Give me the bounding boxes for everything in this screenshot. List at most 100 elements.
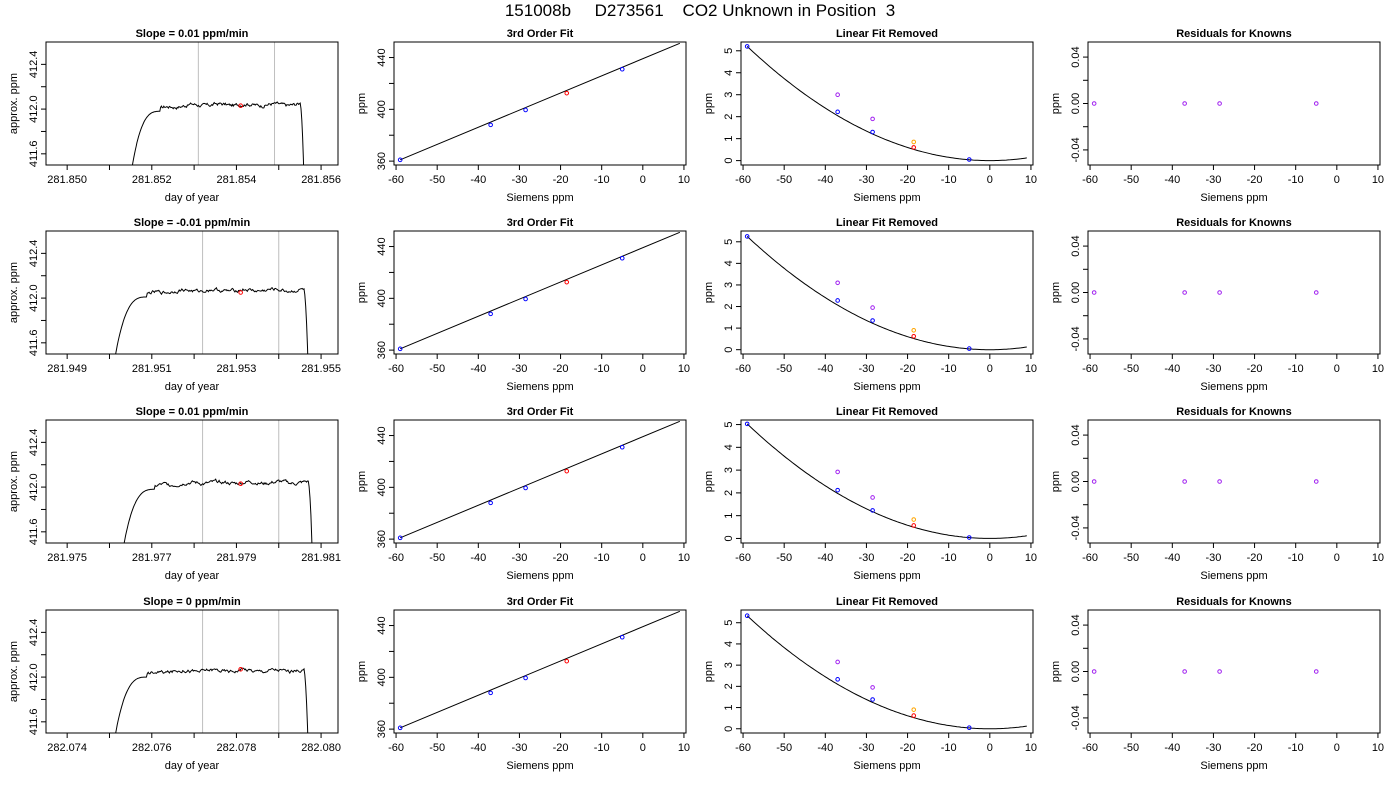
known-point xyxy=(966,535,972,540)
plot-frame xyxy=(1087,609,1381,734)
fit-line xyxy=(399,231,681,350)
known-point xyxy=(619,66,625,72)
plot-frame xyxy=(45,609,339,734)
known-point xyxy=(397,725,403,731)
known-point xyxy=(397,346,403,352)
y-axis-label: ppm xyxy=(703,282,715,303)
x-tick-label: 0 xyxy=(640,742,646,754)
y-axis-label: ppm xyxy=(703,471,715,492)
y-tick-label: 412.0 xyxy=(28,95,40,123)
y-tick-label: 5 xyxy=(723,239,735,245)
residual-point xyxy=(1091,101,1097,106)
x-tick-label: -10 xyxy=(941,552,957,564)
unknown-point xyxy=(564,90,570,96)
y-tick-label: 3 xyxy=(723,662,735,668)
x-tick-label: -60 xyxy=(388,742,404,754)
y-tick-label: 0 xyxy=(723,347,735,353)
y-tick-label: 412.0 xyxy=(28,473,40,501)
plot-area xyxy=(397,610,681,731)
x-tick-label: 10 xyxy=(1372,174,1384,186)
x-tick-label: 10 xyxy=(1372,742,1384,754)
x-tick-label: 281.981 xyxy=(301,552,341,564)
y-axis-label: approx. ppm xyxy=(8,451,20,512)
plot-area xyxy=(1091,290,1319,295)
y-axis-label: approx. ppm xyxy=(8,73,20,134)
residual-point xyxy=(1091,669,1097,674)
y-tick-label: 0.04 xyxy=(1070,235,1082,256)
unknown-point xyxy=(564,658,570,664)
known-point xyxy=(966,157,972,162)
x-tick-label: 0 xyxy=(987,363,993,375)
x-tick-label: 0 xyxy=(987,174,993,186)
x-tick-label: -50 xyxy=(1123,174,1139,186)
x-axis-label: Siemens ppm xyxy=(853,381,920,393)
chart-title: Linear Fit Removed xyxy=(836,596,938,608)
x-axis-label: Siemens ppm xyxy=(506,760,573,772)
linear-point xyxy=(870,116,875,122)
x-tick-label: 282.074 xyxy=(47,742,87,754)
x-tick-label: 10 xyxy=(678,363,690,375)
known-point xyxy=(870,508,875,513)
plot-area xyxy=(131,42,305,165)
known-point xyxy=(523,107,528,113)
plot-frame xyxy=(740,230,1034,355)
x-tick-label: -40 xyxy=(1164,742,1180,754)
x-tick-label: -10 xyxy=(1288,552,1304,564)
y-tick-label: 2 xyxy=(723,683,735,689)
chart-panel-3-2: 3rd Order Fit -60 -50 -40 -30 -20 -10 0 10 360 400… xyxy=(356,406,690,582)
chart-title: Slope = 0 ppm/min xyxy=(143,596,241,608)
unknown-point xyxy=(911,713,917,718)
x-tick-label: -30 xyxy=(858,552,874,564)
plot-area xyxy=(744,613,1027,730)
residual-point xyxy=(1313,101,1319,106)
x-tick-label: -20 xyxy=(900,363,916,375)
figure-title: 151008b D273561 CO2 Unknown in Position … xyxy=(504,1,896,20)
plot-area xyxy=(115,610,309,733)
plot-area xyxy=(744,234,1027,351)
plot-frame xyxy=(393,419,687,544)
chart-panel-4-2: 3rd Order Fit -60 -50 -40 -30 -20 -10 0 10 360 400… xyxy=(356,596,690,772)
x-tick-label: -40 xyxy=(470,552,486,564)
x-tick-label: 0 xyxy=(640,174,646,186)
x-tick-label: -60 xyxy=(1082,742,1098,754)
y-axis-label: ppm xyxy=(703,93,715,114)
x-tick-label: -40 xyxy=(1164,363,1180,375)
x-tick-label: 0 xyxy=(1334,174,1340,186)
x-tick-label: 10 xyxy=(1025,552,1037,564)
mean-point xyxy=(238,666,243,672)
x-tick-label: 10 xyxy=(1025,363,1037,375)
x-tick-label: -40 xyxy=(1164,174,1180,186)
y-axis-label: ppm xyxy=(1050,471,1062,492)
y-tick-label: 360 xyxy=(376,720,388,738)
plot-frame xyxy=(393,230,687,355)
known-point xyxy=(966,725,972,730)
x-tick-label: -30 xyxy=(858,174,874,186)
raw-trace-line xyxy=(115,667,309,733)
x-tick-label: -10 xyxy=(594,174,610,186)
x-tick-label: -40 xyxy=(470,174,486,186)
x-tick-label: 281.949 xyxy=(47,363,87,375)
y-tick-label: 412.0 xyxy=(28,663,40,691)
known-point xyxy=(619,634,625,640)
linear-point xyxy=(870,305,875,310)
residual-point xyxy=(1217,479,1222,484)
chart-panel-2-4: Residuals for Knowns -60 -50 -40 -30 -20 -10 0 1… xyxy=(1050,217,1384,393)
fit-curve xyxy=(746,423,1027,539)
known-point xyxy=(488,500,493,506)
y-tick-label: -0.04 xyxy=(1070,705,1082,730)
plot-frame xyxy=(740,419,1034,544)
x-tick-label: -20 xyxy=(900,742,916,754)
x-tick-label: 281.975 xyxy=(47,552,87,564)
known-point xyxy=(835,677,840,682)
x-axis-label: Siemens ppm xyxy=(853,192,920,204)
residual-point xyxy=(1217,290,1222,295)
y-tick-label: 1 xyxy=(723,136,735,142)
x-tick-label: -10 xyxy=(1288,363,1304,375)
x-tick-label: -30 xyxy=(511,174,527,186)
fit-curve xyxy=(746,46,1027,162)
x-tick-label: 281.854 xyxy=(217,174,257,186)
x-tick-label: 0 xyxy=(1334,363,1340,375)
x-tick-label: -40 xyxy=(817,363,833,375)
chart-panel-3-4: Residuals for Knowns -60 -50 -40 -30 -20 -10 0 1… xyxy=(1050,406,1384,582)
